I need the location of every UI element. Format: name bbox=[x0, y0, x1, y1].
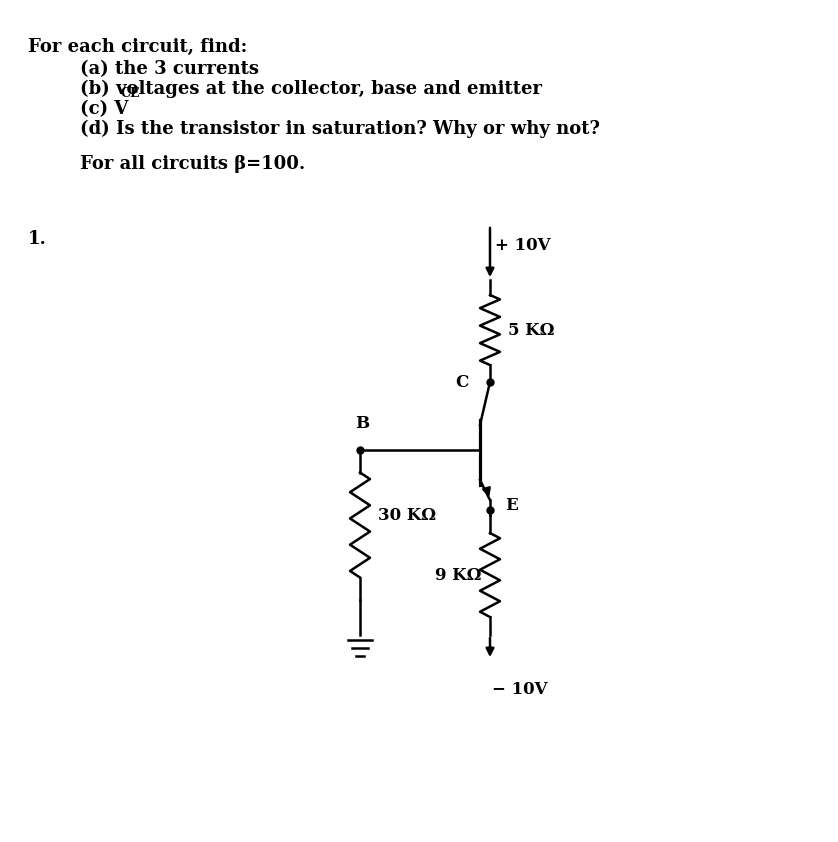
Text: C: C bbox=[455, 374, 468, 391]
Text: 9 KΩ: 9 KΩ bbox=[435, 567, 482, 584]
Text: (b) voltages at the collector, base and emitter: (b) voltages at the collector, base and … bbox=[80, 80, 542, 99]
Text: 1.: 1. bbox=[28, 230, 47, 248]
Text: + 10V: + 10V bbox=[495, 237, 551, 253]
Text: CE: CE bbox=[120, 87, 139, 100]
Text: B: B bbox=[355, 415, 369, 432]
Text: − 10V: − 10V bbox=[492, 681, 547, 699]
Text: 30 KΩ: 30 KΩ bbox=[378, 507, 436, 524]
Text: E: E bbox=[505, 497, 518, 514]
Text: (a) the 3 currents: (a) the 3 currents bbox=[80, 60, 259, 78]
Text: For all circuits β=100.: For all circuits β=100. bbox=[80, 155, 305, 173]
Text: 5 KΩ: 5 KΩ bbox=[508, 322, 555, 338]
Text: (c) V: (c) V bbox=[80, 100, 128, 118]
Text: For each circuit, find:: For each circuit, find: bbox=[28, 38, 247, 56]
Text: (d) Is the transistor in saturation? Why or why not?: (d) Is the transistor in saturation? Why… bbox=[80, 120, 600, 138]
